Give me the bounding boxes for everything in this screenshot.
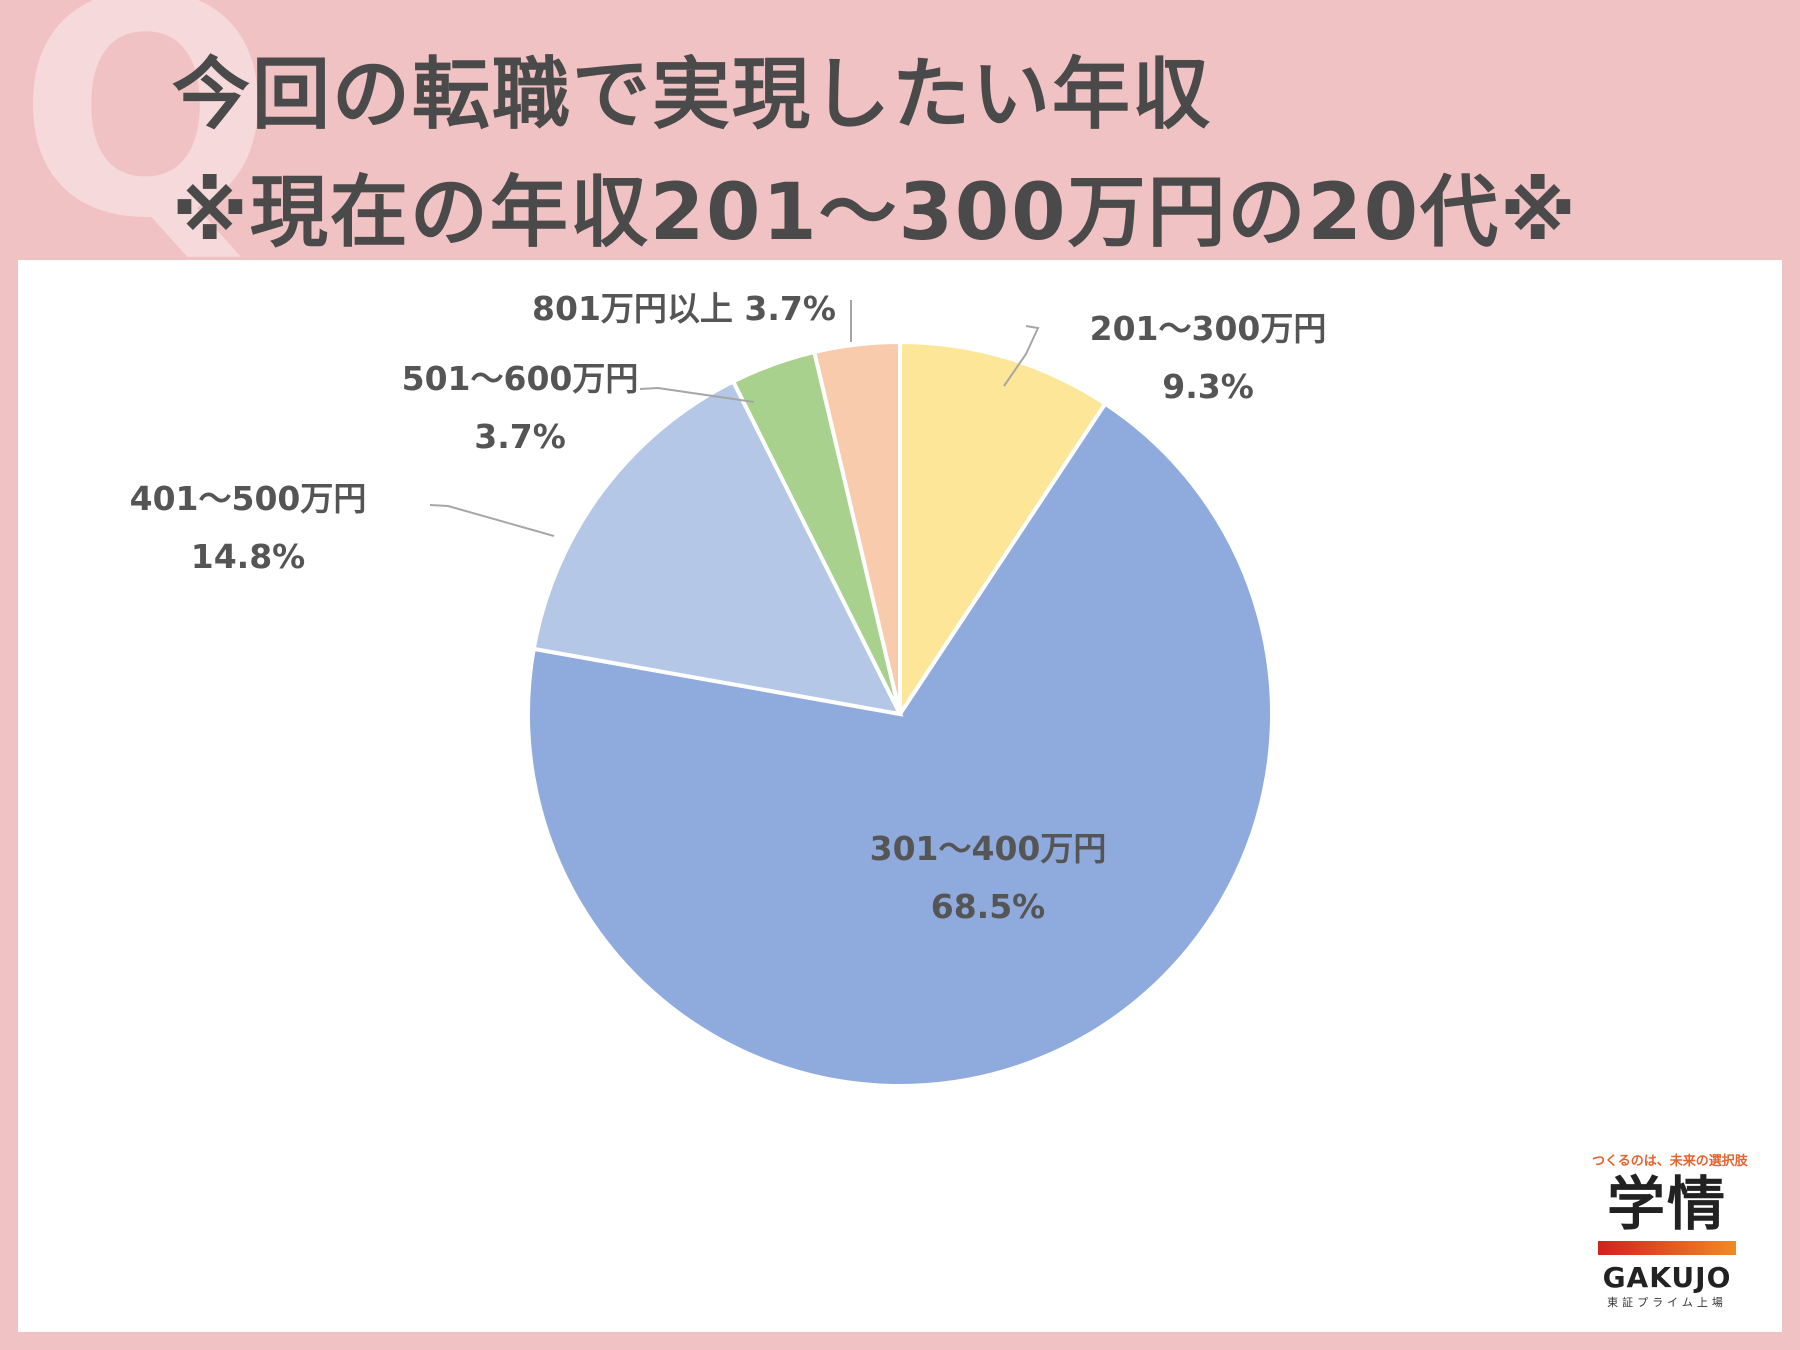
leader-line — [429, 504, 555, 537]
logo-kanji: 学情 — [1606, 1170, 1727, 1238]
logo-en: GAKUJO — [1602, 1261, 1732, 1294]
slice-label: 201～300万円 — [1090, 309, 1327, 348]
pie-chart: 201～300万円 9.3% 301～400万円 68.5% 401～500万円 14.8… — [130, 289, 1327, 1088]
slice-value-label: 9.3% — [1162, 367, 1254, 406]
slice-label: 501～600万円 — [402, 359, 639, 398]
chart-panel: 201～300万円 9.3% 301～400万円 68.5% 401～500万円 14.8… — [18, 260, 1782, 1332]
pie-slice — [526, 400, 1274, 1088]
logo-sub: 東証プライム上場 — [1607, 1296, 1727, 1309]
gakujo-logo: つくるのは、未来の選択肢 学情 GAKUJO 東証プライム上場 — [1592, 1150, 1748, 1310]
slice-label: 801万円以上 3.7% — [532, 289, 836, 328]
slice-value-label: 68.5% — [931, 887, 1046, 926]
pie-slice — [811, 339, 902, 715]
slice-label: 301～400万円 — [870, 829, 1107, 868]
q-watermark: Q — [18, 0, 274, 284]
page-subtitle: ※現在の年収201～300万円の20代※ — [172, 168, 1578, 258]
leader-line — [639, 386, 755, 403]
slice-label: 401～500万円 — [130, 479, 367, 518]
slice-value-label: 14.8% — [191, 537, 306, 576]
pie-slice — [898, 339, 1108, 721]
leader-line — [1003, 325, 1040, 387]
pie-slice — [531, 378, 904, 717]
page-title: 今回の転職で実現したい年収 — [172, 50, 1213, 140]
slice-value-label: 3.7% — [474, 417, 566, 456]
logo-bar — [1598, 1241, 1736, 1255]
logo-tagline: つくるのは、未来の選択肢 — [1592, 1154, 1748, 1169]
